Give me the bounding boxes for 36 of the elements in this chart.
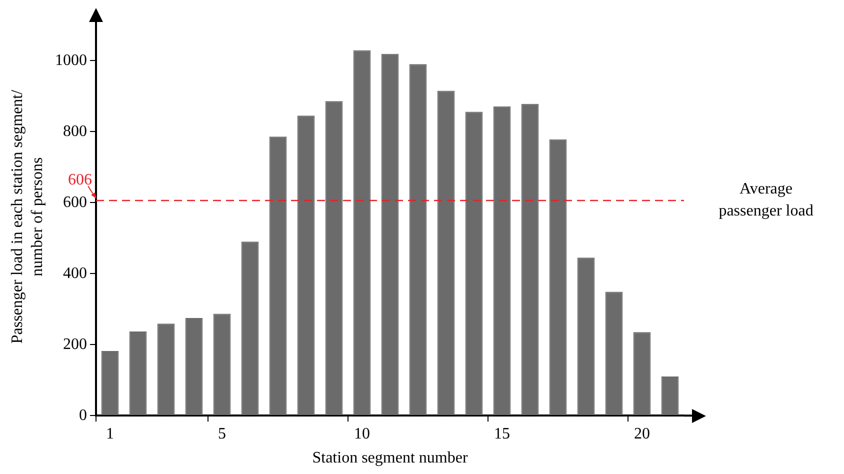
bar: [325, 101, 343, 416]
x-axis-title: Station segment number: [312, 450, 468, 467]
bar: [661, 376, 679, 416]
bar: [605, 292, 623, 416]
bar: [101, 350, 119, 416]
ref-line-label: Average passenger load: [718, 180, 814, 220]
y-tick-label: 200: [63, 336, 87, 353]
bar: [185, 318, 203, 416]
y-tick-label: 800: [63, 122, 87, 140]
y-tick-label: 600: [63, 194, 87, 211]
bar: [409, 64, 427, 416]
y-tick-label: 1000: [55, 52, 87, 69]
x-tick-label: 5: [218, 425, 226, 442]
bar: [297, 116, 315, 416]
bar: [437, 90, 455, 416]
bar: [577, 258, 595, 416]
bar: [353, 50, 371, 416]
bar: [213, 314, 231, 416]
bar: [129, 331, 147, 416]
bar: [521, 104, 539, 416]
bar: [549, 139, 567, 416]
x-tick-label: 1: [106, 425, 114, 442]
x-tick-label: 20: [634, 425, 650, 442]
bar: [241, 242, 259, 416]
bar: [269, 136, 287, 416]
y-axis-title: Passenger load in each station segment/ number of persons: [9, 89, 46, 344]
bar: [381, 54, 399, 416]
bar: [633, 332, 651, 416]
bar: [157, 324, 175, 416]
x-tick-label: 10: [354, 425, 370, 442]
bar: [493, 106, 511, 416]
y-tick-label: 0: [79, 406, 87, 424]
y-tick-label: 400: [63, 264, 87, 282]
text: 606: [68, 172, 92, 189]
x-tick-label: 15: [494, 425, 510, 442]
bar: [465, 112, 483, 416]
